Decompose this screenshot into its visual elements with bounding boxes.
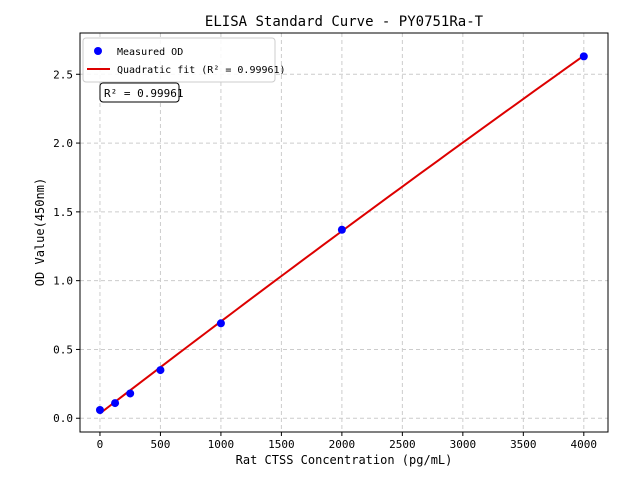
y-tick-label: 0.5 [53,343,73,356]
x-tick-label: 2000 [329,438,356,451]
r2-annotation: R² = 0.99961 [99,82,183,103]
x-tick-label: 1000 [208,438,235,451]
x-tick-label: 500 [151,438,171,451]
ticks: 0 500 1000 1500 2000 2500 3000 3500 4000 0.0 0.5 1.… [53,68,597,451]
svg-text:R² = 0.99961: R² = 0.99961 [104,87,183,100]
legend-label-fit: Quadratic fit (R² = 0.99961) [117,65,286,76]
data-point [579,52,588,61]
plot-frame [79,32,609,433]
x-tick-label: 1500 [268,438,295,451]
data-point [126,389,135,398]
x-tick-label: 3000 [450,438,477,451]
fit-line-layer [99,54,585,415]
y-tick-label: 1.5 [53,206,73,219]
y-tick-label: 0.0 [53,412,73,425]
y-axis-label: OD Value(450nm) [33,178,47,286]
y-tick-label: 2.0 [53,137,73,150]
y-tick-label: 1.0 [53,275,73,288]
x-tick-label: 3500 [510,438,537,451]
data-point [156,366,165,375]
x-tick-label: 0 [97,438,104,451]
points-layer [95,52,588,414]
legend-label-points: Measured OD [117,47,183,58]
data-point [111,399,120,408]
legend-marker-points [94,47,102,55]
x-axis-label: Rat CTSS Concentration (pg/mL) [236,453,453,467]
chart-title: ELISA Standard Curve - PY0751Ra-T [205,14,484,30]
x-tick-label: 2500 [389,438,416,451]
data-point [337,225,346,234]
fit-line [99,54,585,415]
legend: Measured OD Quadratic fit (R² = 0.99961) [82,37,286,83]
data-point [95,405,104,414]
x-tick-label: 4000 [571,438,598,451]
data-point [216,319,225,328]
y-tick-label: 2.5 [53,68,73,81]
